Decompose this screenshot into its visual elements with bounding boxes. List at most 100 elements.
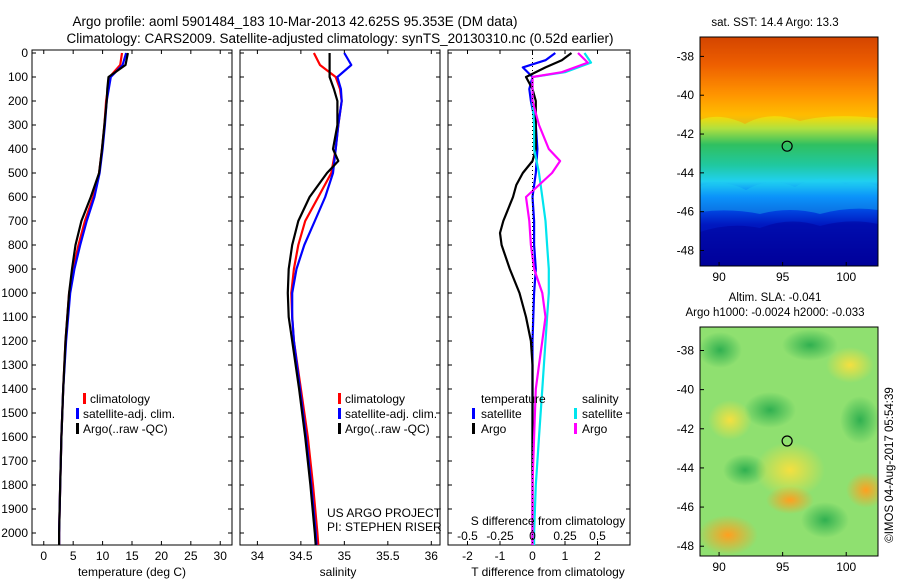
lon-tick-label: 95: [776, 560, 790, 574]
profile-location-marker: [781, 140, 793, 152]
sla-low-blob: [700, 332, 742, 368]
depth-tick-label: 1600: [1, 430, 28, 444]
figure-title-line2: Climatology: CARS2009. Satellite-adjuste…: [66, 31, 613, 46]
lat-tick-label: -38: [677, 343, 695, 357]
series-group: [57, 52, 129, 545]
legend-swatch-satellite: [338, 408, 341, 419]
depth-tick-label: 800: [8, 238, 28, 252]
lat-tick-label: -38: [677, 49, 695, 63]
x-tick-label: 15: [125, 549, 139, 563]
lon-tick-label: 90: [712, 560, 726, 574]
sst-front: [700, 178, 878, 214]
depth-tick-label: 500: [8, 166, 28, 180]
depth-tick-label: 400: [8, 142, 28, 156]
lat-tick-label: -46: [677, 205, 695, 219]
lon-tick-label: 95: [776, 270, 790, 284]
x-tick-label: 35.5: [376, 549, 400, 563]
legend-label-satellite: satellite-adj. clim.: [345, 407, 437, 421]
pi-credit: PI: STEPHEN RISER: [327, 520, 442, 534]
series-group: [498, 52, 593, 545]
legend-label-s-argo: Argo: [582, 422, 608, 436]
sla-low-blob: [744, 392, 796, 428]
legend-swatch-s-satellite: [574, 408, 577, 419]
lon-tick-label: 100: [836, 560, 856, 574]
sla-low-blob: [782, 329, 838, 361]
s-difference-tick-label: -0.5: [457, 529, 478, 543]
depth-tick-label: 300: [8, 118, 28, 132]
x-tick-label: 36: [425, 549, 439, 563]
legend-title-salinity: salinity: [582, 392, 619, 406]
sla-mid-blob: [826, 347, 874, 383]
sla-map-frame: [699, 326, 879, 557]
lat-tick-label: -46: [677, 500, 695, 514]
x-tick-label: 1: [562, 549, 569, 563]
depth-tick-label: 1900: [1, 502, 28, 516]
sla-map-axes: 90 95 100 -38 -40 -42 -44 -46 -48: [677, 343, 857, 574]
x-tick-label: 35: [338, 549, 352, 563]
legend-swatch-argo: [76, 423, 79, 434]
legend-swatch-climatology: [83, 393, 86, 404]
sla-high-blob: [766, 486, 814, 514]
depth-axis: 0 100 200 300 400 500 600 700 800 900 1000 1100 1200…: [1, 46, 630, 540]
legend-swatch-t-argo: [472, 423, 475, 434]
depth-tick-label: 900: [8, 262, 28, 276]
temperature-plot-frame: [31, 49, 233, 546]
depth-tick-label: 200: [8, 94, 28, 108]
legend-label-climatology: climatology: [90, 392, 150, 406]
series-line-argo-raw-qc: [57, 52, 129, 545]
series-group: [286, 52, 353, 545]
x-tick-label: 5: [70, 549, 77, 563]
sla-map-title: Altim. SLA: -0.041: [729, 292, 822, 304]
legend-label-satellite: satellite-adj. clim.: [83, 407, 175, 421]
sla-low-blob: [723, 454, 767, 486]
lat-tick-label: -40: [677, 383, 695, 397]
lon-tick-label: 100: [836, 270, 856, 284]
s-difference-axis-label: S difference from climatology: [471, 514, 626, 528]
lat-tick-label: -48: [677, 243, 695, 257]
legend-label-argo: Argo(..raw -QC): [83, 422, 168, 436]
sla-mid-blob: [755, 442, 825, 498]
imos-copyright: ©IMOS 04-Aug-2017 05:54:39: [884, 387, 896, 543]
sst-map-title: sat. SST: 14.4 Argo: 13.3: [711, 17, 838, 29]
x-tick-label: 34: [251, 549, 265, 563]
legend-swatch-argo: [338, 423, 341, 434]
s-difference-tick-label: 0.25: [553, 529, 577, 543]
lat-tick-label: -44: [677, 461, 695, 475]
depth-tick-label: 1000: [1, 286, 28, 300]
difference-plot: -2 -1 0 1 2 -0.5 -0.25 0 0.25 0.5: [457, 50, 606, 563]
sla-mid-blob: [708, 400, 752, 440]
depth-tick-label: 600: [8, 190, 28, 204]
series-line-climatology: [290, 52, 343, 545]
x-tick-label: 0: [529, 549, 536, 563]
depth-tick-label: 1800: [1, 478, 28, 492]
salinity-legend: climatology satellite-adj. clim. Argo(..…: [338, 392, 437, 436]
x-tick-label: 25: [184, 549, 198, 563]
sla-low-blob: [840, 396, 878, 444]
difference-legend: temperature salinity satellite Argo sate…: [472, 392, 623, 436]
legend-swatch-s-argo: [574, 423, 577, 434]
depth-tick-label: 1300: [1, 358, 28, 372]
series-line-argo: [524, 52, 589, 545]
legend-swatch-satellite: [76, 408, 79, 419]
lat-tick-label: -42: [677, 127, 695, 141]
temperature-axis-label: temperature (deg C): [78, 565, 186, 579]
depth-tick-label: 700: [8, 214, 28, 228]
temperature-plot: 0 5 10 15 20 25 30: [40, 50, 227, 563]
depth-tick-label: 1500: [1, 406, 28, 420]
sla-high-blob: [700, 515, 758, 555]
sst-field: [700, 37, 878, 266]
sla-low-blob: [801, 502, 849, 538]
sla-map-subtitle: Argo h1000: -0.0024 h2000: -0.033: [685, 307, 864, 319]
temperature-legend: climatology satellite-adj. clim. Argo(..…: [76, 392, 175, 436]
x-tick-label: 34.5: [289, 549, 313, 563]
legend-swatch-climatology: [338, 393, 341, 404]
legend-label-t-argo: Argo: [481, 422, 507, 436]
salinity-axis-label: salinity: [320, 565, 357, 579]
sla-high-blob: [846, 472, 878, 508]
difference-plot-frame: [447, 49, 631, 546]
lon-tick-label: 90: [712, 270, 726, 284]
sst-map-axes: 90 95 100 -38 -40 -42 -44 -46 -48: [677, 49, 857, 284]
s-difference-tick-label: 0.5: [589, 529, 606, 543]
x-tick-label: 30: [214, 549, 228, 563]
